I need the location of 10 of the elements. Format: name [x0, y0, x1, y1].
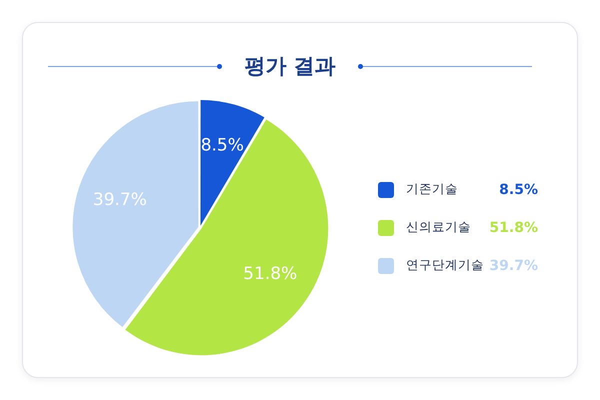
data-label: 8.5%: [200, 135, 244, 156]
text: 39.7%: [489, 258, 538, 274]
text: 8.5%: [499, 182, 538, 198]
legend-label: 기존기술: [406, 181, 459, 198]
data-label: 51.8%: [243, 264, 298, 284]
legend-label: 연구단계기술: [406, 257, 485, 274]
data-label: 39.7%: [92, 190, 147, 210]
legend-label: 신의료기술: [406, 219, 472, 236]
chart-title: 평가 결과: [244, 53, 336, 80]
text: 51.8%: [489, 220, 538, 236]
